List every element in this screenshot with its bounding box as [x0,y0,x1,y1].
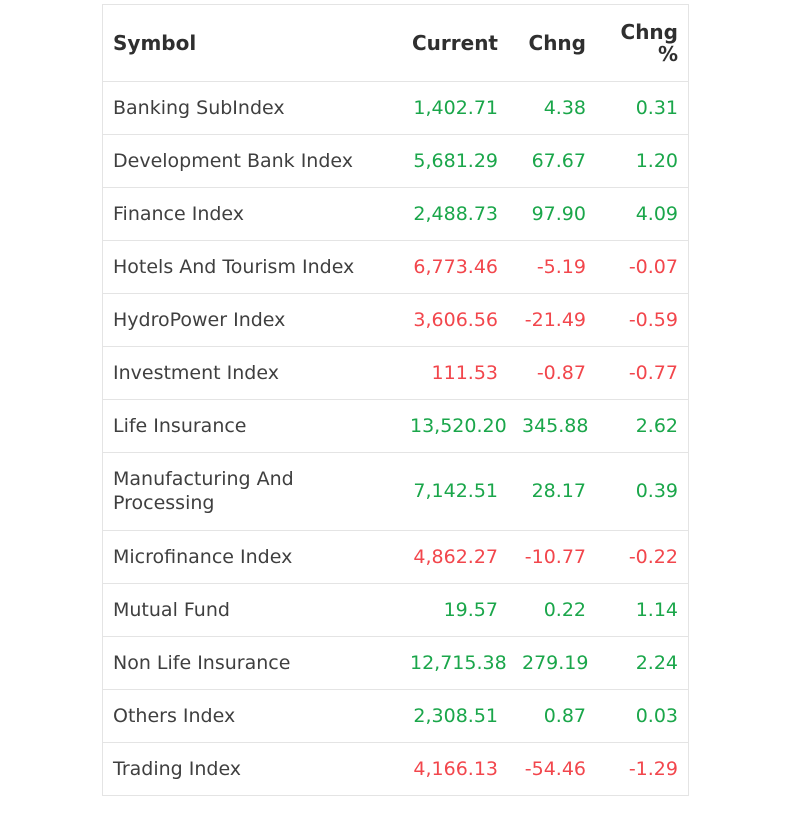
table-body: Banking SubIndex 1,402.71 4.38 0.31 Developm… [103,81,688,795]
table-row[interactable]: HydroPower Index 3,606.56 -21.49 -0.59 [103,293,688,347]
row-chng: 4.38 [512,81,598,135]
index-table: Symbol Current Chng Chng % Banking SubIn… [103,5,688,795]
row-chng: 97.90 [512,187,598,241]
row-chng: -0.87 [512,346,598,400]
row-chng-percent: 2.62 [598,399,688,453]
table-row[interactable]: Non Life Insurance 12,715.38 279.19 2.24 [103,636,688,690]
row-symbol: Banking SubIndex [103,81,400,135]
table-row[interactable]: Life Insurance 13,520.20 345.88 2.62 [103,399,688,453]
row-chng-percent: -0.59 [598,293,688,347]
row-symbol: Mutual Fund [103,583,400,637]
row-symbol: Investment Index [103,346,400,400]
row-current: 4,166.13 [413,757,498,780]
row-symbol: Others Index [103,689,400,743]
index-table-container: Symbol Current Chng Chng % Banking SubIn… [102,4,689,796]
row-current: 12,715.38 [400,636,512,690]
row-chng-percent: 0.31 [598,81,688,135]
row-current: 111.53 [400,346,512,400]
row-chng: 0.22 [512,583,598,637]
row-current: 2,308.51 [400,689,512,743]
row-chng-percent: 2.24 [598,636,688,690]
row-current: 19.57 [400,583,512,637]
header-symbol[interactable]: Symbol [103,5,400,82]
table-row[interactable]: Trading Index 4,166.13 -54.46 -1.29 [103,742,688,795]
row-symbol: Life Insurance [103,399,400,453]
row-chng: -5.19 [512,240,598,294]
row-current: 5,681.29 [400,134,512,188]
row-chng-percent: -0.77 [598,346,688,400]
row-current: 7,142.51 [400,452,512,531]
row-chng: 67.67 [512,134,598,188]
row-chng-percent: -0.22 [598,530,688,584]
row-chng: 279.19 [512,636,598,690]
header-chng-percent-line1: Chng [620,19,678,44]
row-symbol: Finance Index [103,187,400,241]
row-current: 1,402.71 [400,81,512,135]
table-row[interactable]: Development Bank Index 5,681.29 67.67 1.20 [103,134,688,188]
row-chng-percent: -0.07 [598,240,688,294]
header-chng-percent-line2: % [657,41,678,66]
row-chng: -10.77 [512,530,598,584]
row-chng: 0.87 [512,689,598,743]
table-row[interactable]: Manufacturing And Processing 7,142.51 28.1… [103,452,688,531]
row-symbol: Microfinance Index [103,530,400,584]
table-row[interactable]: Investment Index 111.53 -0.87 -0.77 [103,346,688,400]
row-symbol: Development Bank Index [103,134,400,188]
row-chng: -21.49 [512,293,598,347]
row-symbol: Trading Index [113,757,242,780]
row-current: 13,520.20 [400,399,512,453]
row-chng: 28.17 [512,452,598,531]
table-row[interactable]: Hotels And Tourism Index 6,773.46 -5.19 -0.… [103,240,688,294]
row-chng-percent: -1.29 [628,757,678,780]
table-row[interactable]: Finance Index 2,488.73 97.90 4.09 [103,187,688,241]
row-chng-percent: 0.39 [598,452,688,531]
table-row[interactable]: Banking SubIndex 1,402.71 4.38 0.31 [103,81,688,135]
table-header: Symbol Current Chng Chng % [103,5,688,82]
row-current: 6,773.46 [400,240,512,294]
table-row[interactable]: Mutual Fund 19.57 0.22 1.14 [103,583,688,637]
header-chng-percent[interactable]: Chng % [598,5,688,82]
row-chng: 345.88 [512,399,598,453]
row-symbol: Hotels And Tourism Index [103,240,400,294]
header-chng[interactable]: Chng [512,5,598,82]
row-chng: -54.46 [524,757,586,780]
row-current: 2,488.73 [400,187,512,241]
table-row[interactable]: Microfinance Index 4,862.27 -10.77 -0.22 [103,530,688,584]
row-symbol: Non Life Insurance [103,636,400,690]
table-row[interactable]: Others Index 2,308.51 0.87 0.03 [103,689,688,743]
row-current: 4,862.27 [400,530,512,584]
row-symbol: Manufacturing And Processing [103,452,400,531]
row-chng-percent: 1.14 [598,583,688,637]
row-chng-percent: 1.20 [598,134,688,188]
row-current: 3,606.56 [400,293,512,347]
row-symbol: HydroPower Index [103,293,400,347]
header-current[interactable]: Current [400,5,512,82]
header-row: Symbol Current Chng Chng % [103,5,688,82]
row-chng-percent: 4.09 [598,187,688,241]
row-chng-percent: 0.03 [598,689,688,743]
